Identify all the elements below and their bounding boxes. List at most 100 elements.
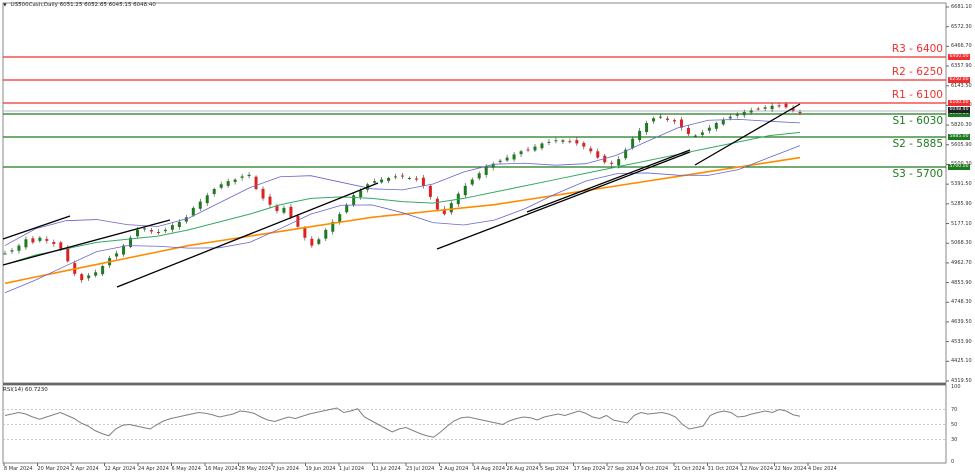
candle-body [142, 228, 146, 230]
symbol-label: US500Cash,Daily [10, 2, 58, 8]
rsi-title: RSI(14) 60.7230 [3, 387, 48, 393]
candle-body [435, 198, 439, 210]
candle-body [24, 239, 28, 248]
candle-body [101, 266, 105, 275]
y-tick-label: 6466.70 [951, 43, 972, 50]
candle-body [589, 148, 593, 152]
price-tag-s3: 5700.00 [948, 164, 970, 170]
level-label-s1: S1 - 6030 [892, 115, 943, 127]
candle-body [212, 189, 216, 195]
x-tick-label: 14 Aug 2024 [473, 466, 506, 472]
main-panel-border [2, 2, 947, 384]
y-tick-label: 4639.50 [951, 318, 972, 325]
trendline [2, 219, 171, 266]
candle-body [477, 173, 481, 179]
candle-body [428, 185, 432, 197]
trendline [2, 215, 71, 240]
candle-body [596, 151, 600, 158]
candle-body [707, 127, 711, 131]
candle-body [735, 113, 739, 116]
candle-body [659, 116, 663, 118]
candle-body [45, 239, 49, 241]
candle-body [226, 181, 230, 186]
candle-body [296, 215, 300, 227]
price-tag-r1: 6100.00 [948, 100, 970, 106]
candle-body [205, 195, 209, 204]
candle-body [652, 118, 656, 122]
candle-body [777, 105, 781, 107]
trendline [436, 151, 691, 250]
candle-body [59, 242, 63, 249]
level-label-s2: S2 - 5885 [892, 138, 943, 150]
candle-body [442, 208, 446, 215]
y-tick-label: 5391.50 [951, 181, 972, 188]
candle-body [219, 184, 223, 188]
candle-body [554, 140, 558, 142]
x-tick-label: 1 Jul 2024 [339, 466, 365, 472]
candle-body [122, 245, 126, 255]
candle-body [17, 245, 21, 251]
candle-body [303, 228, 307, 238]
candle-body [784, 103, 788, 108]
candle-body [533, 146, 537, 151]
x-tick-label: 23 Jul 2024 [406, 466, 435, 472]
y-tick-label: 5285.90 [951, 200, 972, 207]
y-tick-label: 4425.10 [951, 358, 972, 365]
candle-body [519, 151, 523, 155]
candle-body [575, 140, 579, 144]
candle-body [254, 176, 258, 189]
candle-body [282, 207, 286, 213]
x-tick-label: 20 Mar 2024 [37, 466, 70, 472]
y-tick-label: 5177.10 [951, 220, 972, 227]
candle-body [770, 105, 774, 110]
candle-body [38, 237, 42, 241]
y-tick-label: 4853.90 [951, 279, 972, 286]
candle-body [631, 138, 635, 149]
collapse-triangle-icon[interactable]: ▼ [3, 2, 7, 8]
candle-body [693, 135, 697, 137]
x-tick-label: 7 Jun 2024 [272, 466, 299, 472]
rsi-tick-label: 50 [951, 421, 958, 428]
candle-body [512, 154, 516, 160]
y-tick-label: 6681.10 [951, 4, 972, 10]
y-tick-label: 6572.30 [951, 23, 972, 30]
candle-body [421, 177, 425, 186]
candle-body [666, 118, 669, 120]
candle-body [338, 214, 342, 223]
candle-body [610, 162, 614, 164]
ma-mid-line [4, 131, 801, 265]
candle-body [387, 178, 391, 181]
candle-body [198, 201, 202, 209]
candle-body [742, 112, 746, 116]
candle-body [10, 250, 14, 252]
rsi-line [4, 407, 801, 438]
candle-body [686, 127, 690, 134]
candle-body [359, 190, 363, 198]
rsi-tick-label: 0 [951, 459, 955, 465]
y-tick-label: 4319.50 [951, 378, 972, 384]
candle-body [373, 181, 377, 183]
candle-body [498, 160, 502, 163]
x-tick-label: 19 Jun 2024 [305, 466, 336, 472]
candle-body [136, 229, 139, 237]
candle-body [310, 238, 314, 246]
candle-body [289, 206, 293, 218]
y-tick-label: 6143.50 [951, 82, 972, 89]
candle-body [394, 176, 398, 178]
x-tick-label: 31 Oct 2024 [707, 466, 739, 472]
x-tick-label: 8 Mar 2024 [4, 466, 33, 472]
trendline [526, 149, 691, 213]
candle-body [463, 185, 467, 196]
x-tick-label: 11 Jul 2024 [372, 466, 401, 472]
candle-body [484, 167, 488, 175]
candle-body [401, 175, 404, 177]
trendline [694, 103, 801, 166]
candle-body [491, 163, 495, 168]
x-tick-label: 24 Apr 2024 [138, 466, 169, 472]
y-tick-label: 5820.30 [951, 122, 972, 129]
candle-body [624, 149, 628, 159]
candle-body [540, 143, 544, 149]
candle-body [115, 253, 119, 257]
